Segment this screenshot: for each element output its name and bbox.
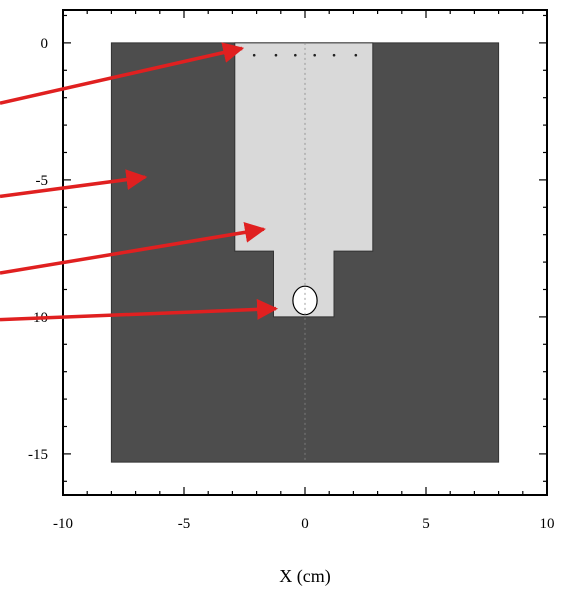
arrow-cavity bbox=[0, 221, 266, 275]
x-tick-label: 0 bbox=[301, 516, 309, 532]
sample-hole bbox=[292, 285, 318, 316]
x-tick-label: 5 bbox=[422, 516, 430, 532]
cavity-dot-4 bbox=[313, 53, 316, 57]
cavity-dot-6 bbox=[354, 53, 358, 57]
arrow-hole bbox=[0, 298, 279, 322]
x-tick-label: -10 bbox=[53, 516, 73, 532]
cavity-dot-2 bbox=[274, 53, 278, 57]
x-axis-label: X (cm) bbox=[279, 566, 330, 587]
arrows-layer bbox=[0, 42, 279, 322]
y-tick-label: -5 bbox=[36, 173, 49, 189]
arrow-top bbox=[0, 42, 245, 105]
regions-layer bbox=[110, 42, 500, 463]
arrow-outer bbox=[0, 169, 148, 199]
x-tick-label: -5 bbox=[178, 516, 191, 532]
x-tick-label: 10 bbox=[540, 516, 555, 532]
cavity-dot-5 bbox=[332, 53, 336, 57]
cavity-dot-1 bbox=[252, 53, 256, 57]
y-tick-label: -15 bbox=[28, 447, 48, 463]
ticks-layer: -10 -5 0 5 100-5-10-15 bbox=[28, 10, 555, 532]
inner-cavity bbox=[234, 42, 374, 318]
cavity-dot-3 bbox=[294, 53, 297, 57]
y-tick-label: 0 bbox=[41, 36, 49, 52]
